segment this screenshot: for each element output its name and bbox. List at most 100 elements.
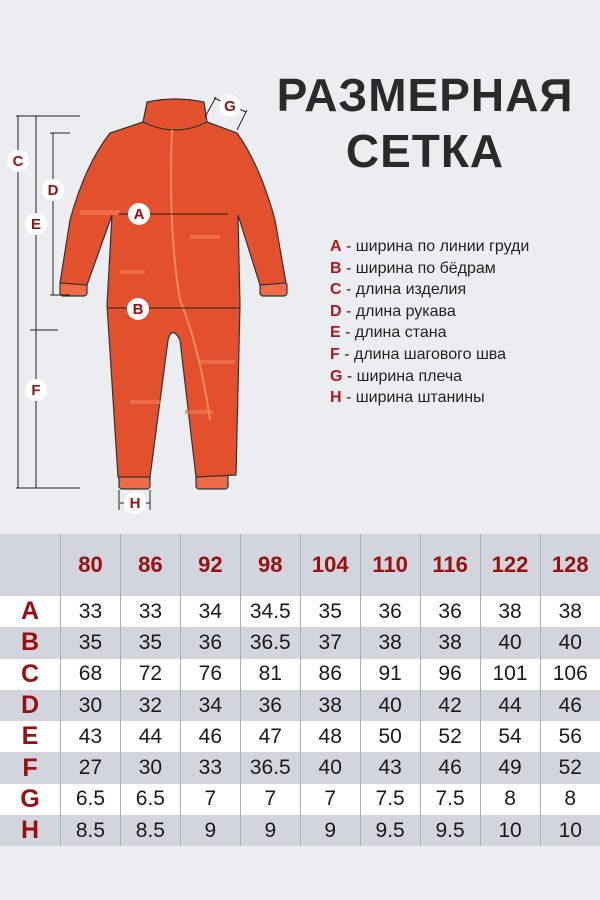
svg-text:F: F [31,382,40,399]
bottom-margin [0,851,600,900]
table-cell: 72 [119,658,181,690]
label-c: C [7,150,29,172]
row-key: G [20,784,40,813]
table-row: D 30 32 34 36 38 40 42 44 46 [0,689,600,722]
table-cell: 48 [299,721,361,753]
table-cell: 40 [539,627,600,659]
size-header: 92 [179,534,241,596]
table-row: E 43 44 46 47 48 50 52 54 56 [0,721,600,753]
table-row: B 35 35 36 36.5 37 38 38 40 40 [0,627,600,659]
table-cell: 36.5 [239,627,301,659]
row-key: B [20,628,40,657]
label-d: D [42,179,64,201]
svg-text:E: E [31,216,41,233]
row-key: E [21,722,39,751]
size-table: 80 86 92 98 104 110 116 122 128 A 33 33 34 34.5 35 36 3… [0,534,600,847]
title-line-2: СЕТКА [345,125,505,177]
table-cell: 43 [359,752,421,784]
legend-text: - ширина штанины [346,389,485,407]
table-row: G 6.5 6.5 7 7 7 7.5 7.5 8 8 [0,783,600,816]
table-cell: 36.5 [239,752,301,784]
table-cell: 36 [419,596,481,628]
table-cell: 9.5 [419,815,481,847]
table-row: A 33 33 34 34.5 35 36 36 38 38 [0,596,600,628]
table-cell: 44 [479,689,540,722]
size-header: 116 [419,534,481,596]
table-cell: 34.5 [239,596,301,628]
table-cell: 76 [179,658,241,690]
table-cell: 7 [239,783,301,816]
table-cell: 68 [60,658,121,690]
table-cell: 47 [239,721,301,753]
table-cell: 32 [119,689,181,722]
table-cell: 7 [299,783,361,816]
legend-item: A - ширина по линии груди [330,236,529,258]
table-cell: 42 [419,689,481,722]
table-cell: 56 [539,721,600,753]
row-key: F [22,753,38,782]
table-cell: 46 [539,689,600,722]
legend-text: - длина шагового шва [344,345,507,363]
legend-text: - ширина плеча [346,367,463,385]
legend-item: G - ширина плеча [330,366,529,388]
table-cell: 9.5 [359,815,421,847]
jumpsuit-illustration [59,98,288,490]
label-f: F [25,379,47,401]
table-cell: 36 [179,627,241,659]
label-a: A [128,203,150,225]
table-cell: 6.5 [119,783,181,816]
camo-pattern [80,210,235,414]
table-cell: 38 [419,627,481,659]
table-cell: 81 [239,658,301,690]
table-cell: 50 [359,721,421,753]
legend-key: B [330,259,342,277]
table-cell: 101 [479,658,540,690]
table-cell: 40 [359,689,421,722]
size-header: 128 [539,534,600,596]
size-header: 110 [359,534,421,596]
table-cell: 33 [119,596,181,628]
table-cell: 27 [60,752,121,784]
table-cell: 35 [119,627,181,659]
table-cell: 91 [359,658,421,690]
table-cell: 8.5 [60,815,121,847]
title-line-1: РАЗМЕРНАЯ [276,69,574,121]
legend-item: E - длина стана [330,322,529,344]
table-cell: 8 [539,783,600,816]
table-cell: 40 [479,627,540,659]
label-h: H [124,492,146,514]
table-cell: 34 [179,596,241,628]
svg-text:G: G [224,98,236,115]
table-cell: 38 [539,596,600,628]
legend-key: C [330,281,342,299]
legend-item: D - длина рукава [330,301,529,323]
table-row: C 68 72 76 81 86 91 96 101 106 [0,658,600,690]
row-key: H [20,816,40,845]
legend-item: C - длина изделия [330,279,529,301]
table-cell: 35 [60,627,121,659]
table-cell: 30 [119,752,181,784]
size-header: 86 [119,534,181,596]
table-cell: 44 [119,721,181,753]
table-cell: 46 [179,721,241,753]
legend-text: - ширина по бёдрам [346,259,496,277]
table-cell: 9 [239,815,301,847]
table-cell: 54 [479,721,540,753]
legend-text: - длина рукава [346,302,456,320]
table-cell: 40 [299,752,361,784]
table-cell: 33 [60,596,121,628]
row-key: C [20,659,40,688]
svg-text:B: B [133,301,144,318]
size-header: 98 [239,534,301,596]
table-cell: 35 [299,596,361,628]
table-cell: 34 [179,689,241,722]
svg-text:C: C [13,153,24,170]
legend-key: F [330,345,340,363]
table-cell: 33 [179,752,241,784]
legend-key: A [330,238,342,255]
svg-text:A: A [134,206,145,223]
legend-item: B - ширина по бёдрам [330,258,529,280]
row-key: A [20,597,40,626]
table-cell: 30 [60,689,121,722]
table-cell: 10 [479,815,540,847]
